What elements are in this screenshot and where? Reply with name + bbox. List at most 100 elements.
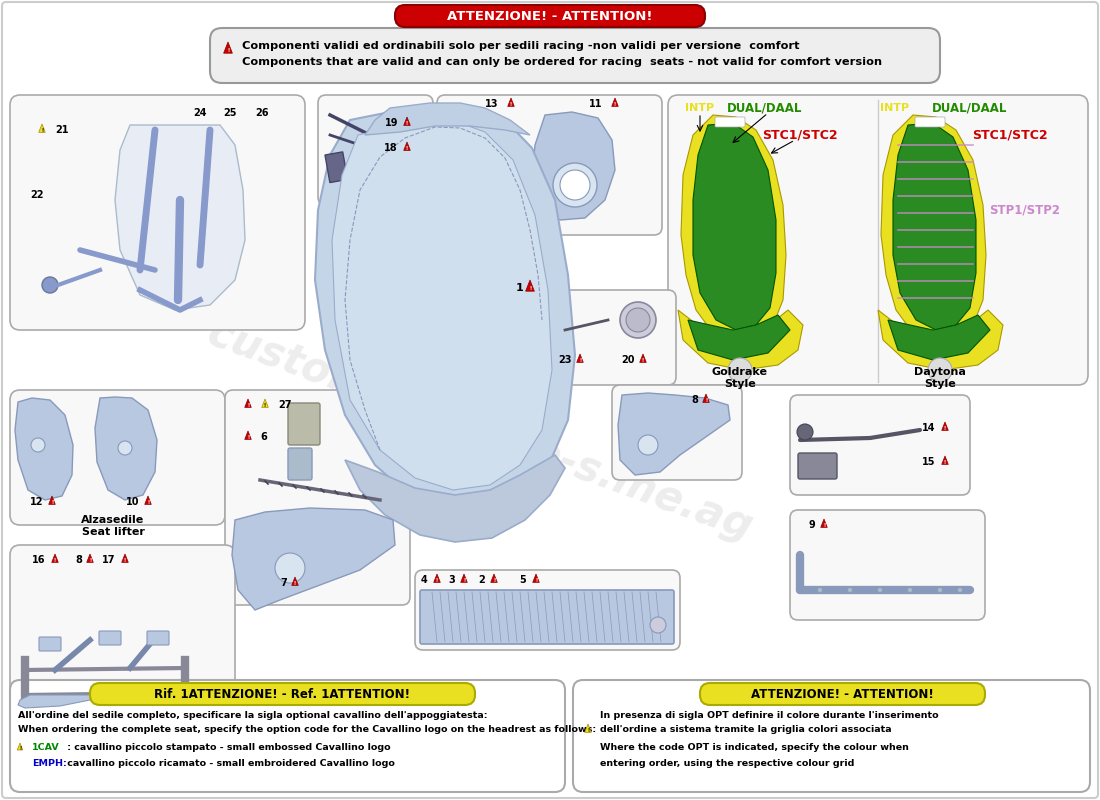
Text: !: ! — [823, 523, 825, 528]
Circle shape — [878, 587, 882, 593]
Text: !: ! — [944, 460, 946, 465]
Polygon shape — [640, 354, 647, 362]
FancyBboxPatch shape — [790, 395, 970, 495]
Text: custom for auto-s.me.ag: custom for auto-s.me.ag — [202, 312, 758, 548]
Polygon shape — [315, 107, 575, 515]
Text: cavallino piccolo ricamato - small embroidered Cavallino logo: cavallino piccolo ricamato - small embro… — [64, 758, 395, 767]
FancyBboxPatch shape — [90, 683, 475, 705]
Circle shape — [817, 587, 823, 593]
Bar — [324, 152, 348, 182]
Circle shape — [42, 277, 58, 293]
Polygon shape — [52, 554, 58, 562]
Polygon shape — [821, 519, 827, 527]
Text: 27: 27 — [278, 400, 292, 410]
Circle shape — [118, 441, 132, 455]
FancyBboxPatch shape — [798, 453, 837, 479]
Text: Seat lifter: Seat lifter — [81, 527, 144, 537]
FancyBboxPatch shape — [210, 28, 940, 83]
Text: 21: 21 — [55, 125, 68, 135]
Text: 6: 6 — [260, 432, 266, 442]
Text: 2: 2 — [478, 575, 485, 585]
Text: In presenza di sigla OPT definire il colore durante l'inserimento: In presenza di sigla OPT definire il col… — [600, 710, 938, 719]
Polygon shape — [244, 431, 251, 439]
Text: !: ! — [510, 102, 513, 106]
Text: 15: 15 — [922, 457, 935, 467]
FancyBboxPatch shape — [612, 385, 742, 480]
Polygon shape — [942, 422, 948, 430]
Circle shape — [476, 196, 484, 204]
Text: 10: 10 — [125, 497, 139, 507]
Text: !: ! — [294, 581, 296, 586]
Text: !: ! — [54, 558, 56, 563]
Polygon shape — [678, 310, 803, 370]
Polygon shape — [122, 554, 129, 562]
Polygon shape — [433, 574, 440, 582]
Polygon shape — [404, 142, 410, 150]
Polygon shape — [688, 315, 790, 360]
Text: 24: 24 — [194, 108, 207, 118]
Text: !: ! — [89, 558, 91, 563]
Circle shape — [798, 424, 813, 440]
FancyBboxPatch shape — [10, 95, 305, 330]
Text: 8: 8 — [75, 555, 82, 565]
Text: When ordering the complete seat, specify the option code for the Cavallino logo : When ordering the complete seat, specify… — [18, 726, 596, 734]
Circle shape — [275, 553, 305, 583]
Text: 3: 3 — [449, 575, 455, 585]
Text: 12: 12 — [30, 497, 43, 507]
Polygon shape — [703, 394, 710, 402]
Text: 23: 23 — [559, 355, 572, 365]
Text: 14: 14 — [922, 423, 935, 433]
Text: 4: 4 — [420, 575, 427, 585]
Text: !: ! — [19, 746, 21, 750]
FancyBboxPatch shape — [437, 95, 662, 235]
FancyBboxPatch shape — [147, 631, 169, 645]
FancyBboxPatch shape — [288, 403, 320, 445]
Circle shape — [456, 171, 464, 179]
Circle shape — [560, 170, 590, 200]
Polygon shape — [442, 112, 515, 215]
Circle shape — [626, 308, 650, 332]
Text: Where the code OPT is indicated, specify the colour when: Where the code OPT is indicated, specify… — [600, 743, 909, 753]
Text: ATTENZIONE! - ATTENTION!: ATTENZIONE! - ATTENTION! — [750, 687, 934, 701]
Text: !: ! — [124, 558, 126, 563]
Circle shape — [928, 358, 952, 382]
Text: 19: 19 — [385, 118, 398, 128]
Text: All'ordine del sedile completo, specificare la sigla optional cavallino dell'app: All'ordine del sedile completo, specific… — [18, 710, 487, 719]
Polygon shape — [95, 397, 157, 500]
Text: entering order, using the respective colour grid: entering order, using the respective col… — [600, 758, 855, 767]
FancyBboxPatch shape — [10, 390, 225, 525]
Text: 25: 25 — [223, 108, 236, 118]
FancyBboxPatch shape — [558, 290, 676, 385]
FancyBboxPatch shape — [226, 390, 410, 605]
FancyBboxPatch shape — [700, 683, 984, 705]
Polygon shape — [332, 120, 552, 490]
Polygon shape — [585, 724, 592, 733]
Circle shape — [937, 587, 943, 593]
Text: INTP: INTP — [685, 103, 715, 113]
Polygon shape — [881, 115, 986, 343]
Text: 9: 9 — [808, 520, 815, 530]
Polygon shape — [15, 398, 73, 500]
Polygon shape — [878, 310, 1003, 370]
Polygon shape — [532, 112, 615, 220]
Text: !: ! — [436, 578, 438, 582]
FancyBboxPatch shape — [668, 95, 1088, 385]
Text: 8: 8 — [691, 395, 698, 405]
Text: STC1/STC2: STC1/STC2 — [972, 129, 1048, 142]
Text: !: ! — [406, 121, 408, 126]
Text: !: ! — [705, 398, 707, 403]
Polygon shape — [618, 393, 730, 475]
Text: Componenti validi ed ordinabili solo per sedili racing -non validi per versione : Componenti validi ed ordinabili solo per… — [242, 41, 800, 51]
FancyBboxPatch shape — [318, 95, 433, 205]
FancyBboxPatch shape — [288, 448, 312, 480]
Polygon shape — [87, 554, 94, 562]
Circle shape — [620, 302, 656, 338]
Text: Daytona
Style: Daytona Style — [914, 367, 966, 389]
Polygon shape — [262, 399, 268, 407]
Text: !: ! — [579, 358, 581, 363]
Text: !: ! — [535, 578, 537, 582]
Circle shape — [553, 163, 597, 207]
Text: 20: 20 — [621, 355, 635, 365]
Polygon shape — [491, 574, 497, 582]
Text: !: ! — [246, 435, 249, 440]
